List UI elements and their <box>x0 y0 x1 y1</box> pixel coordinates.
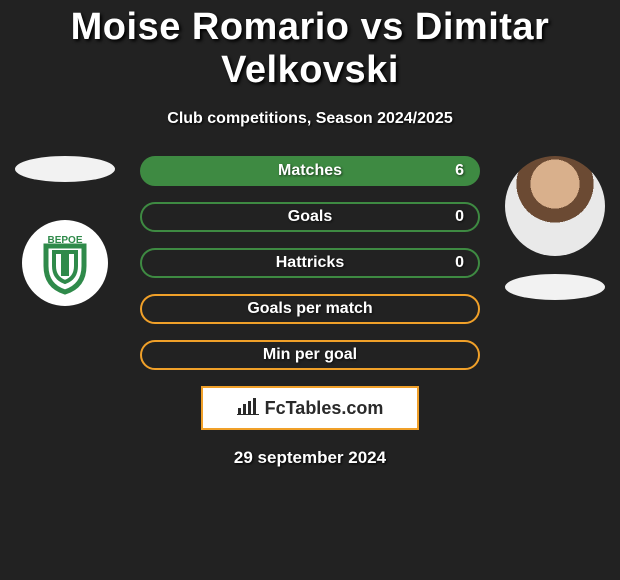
stat-label: Min per goal <box>263 346 357 364</box>
shield-bar-icon <box>61 252 69 276</box>
right-player-photo <box>505 156 605 256</box>
left-club-logo: BEPOE <box>22 220 108 306</box>
bar-chart-icon <box>237 397 259 420</box>
stat-row-goals-per-match: Goals per match <box>140 294 480 324</box>
date-text: 29 september 2024 <box>140 448 480 468</box>
right-player-oval <box>505 274 605 300</box>
subtitle: Club competitions, Season 2024/2025 <box>0 110 620 128</box>
right-player-column <box>500 156 610 300</box>
stat-value: 0 <box>455 254 464 272</box>
site-badge[interactable]: FcTables.com <box>201 386 419 430</box>
left-player-oval <box>15 156 115 182</box>
player1-name: Moise Romario <box>71 6 350 48</box>
stat-label: Goals <box>288 208 332 226</box>
stat-label: Matches <box>278 162 342 180</box>
left-player-column: BEPOE <box>10 156 120 306</box>
stat-row-min-per-goal: Min per goal <box>140 340 480 370</box>
club-shield-icon: BEPOE <box>32 230 98 296</box>
stat-row-hattricks: Hattricks 0 <box>140 248 480 278</box>
stat-value: 6 <box>455 162 464 180</box>
stat-row-matches: Matches 6 <box>140 156 480 186</box>
site-badge-text: FcTables.com <box>265 398 384 419</box>
page-title: Moise Romario vs Dimitar Velkovski <box>0 0 620 92</box>
stat-label: Hattricks <box>276 254 344 272</box>
stat-label: Goals per match <box>247 300 372 318</box>
stat-value: 0 <box>455 208 464 226</box>
stats-column: Matches 6 Goals 0 Hattricks 0 Goals per … <box>140 156 480 468</box>
vs-text: vs <box>350 6 415 48</box>
stat-row-goals: Goals 0 <box>140 202 480 232</box>
